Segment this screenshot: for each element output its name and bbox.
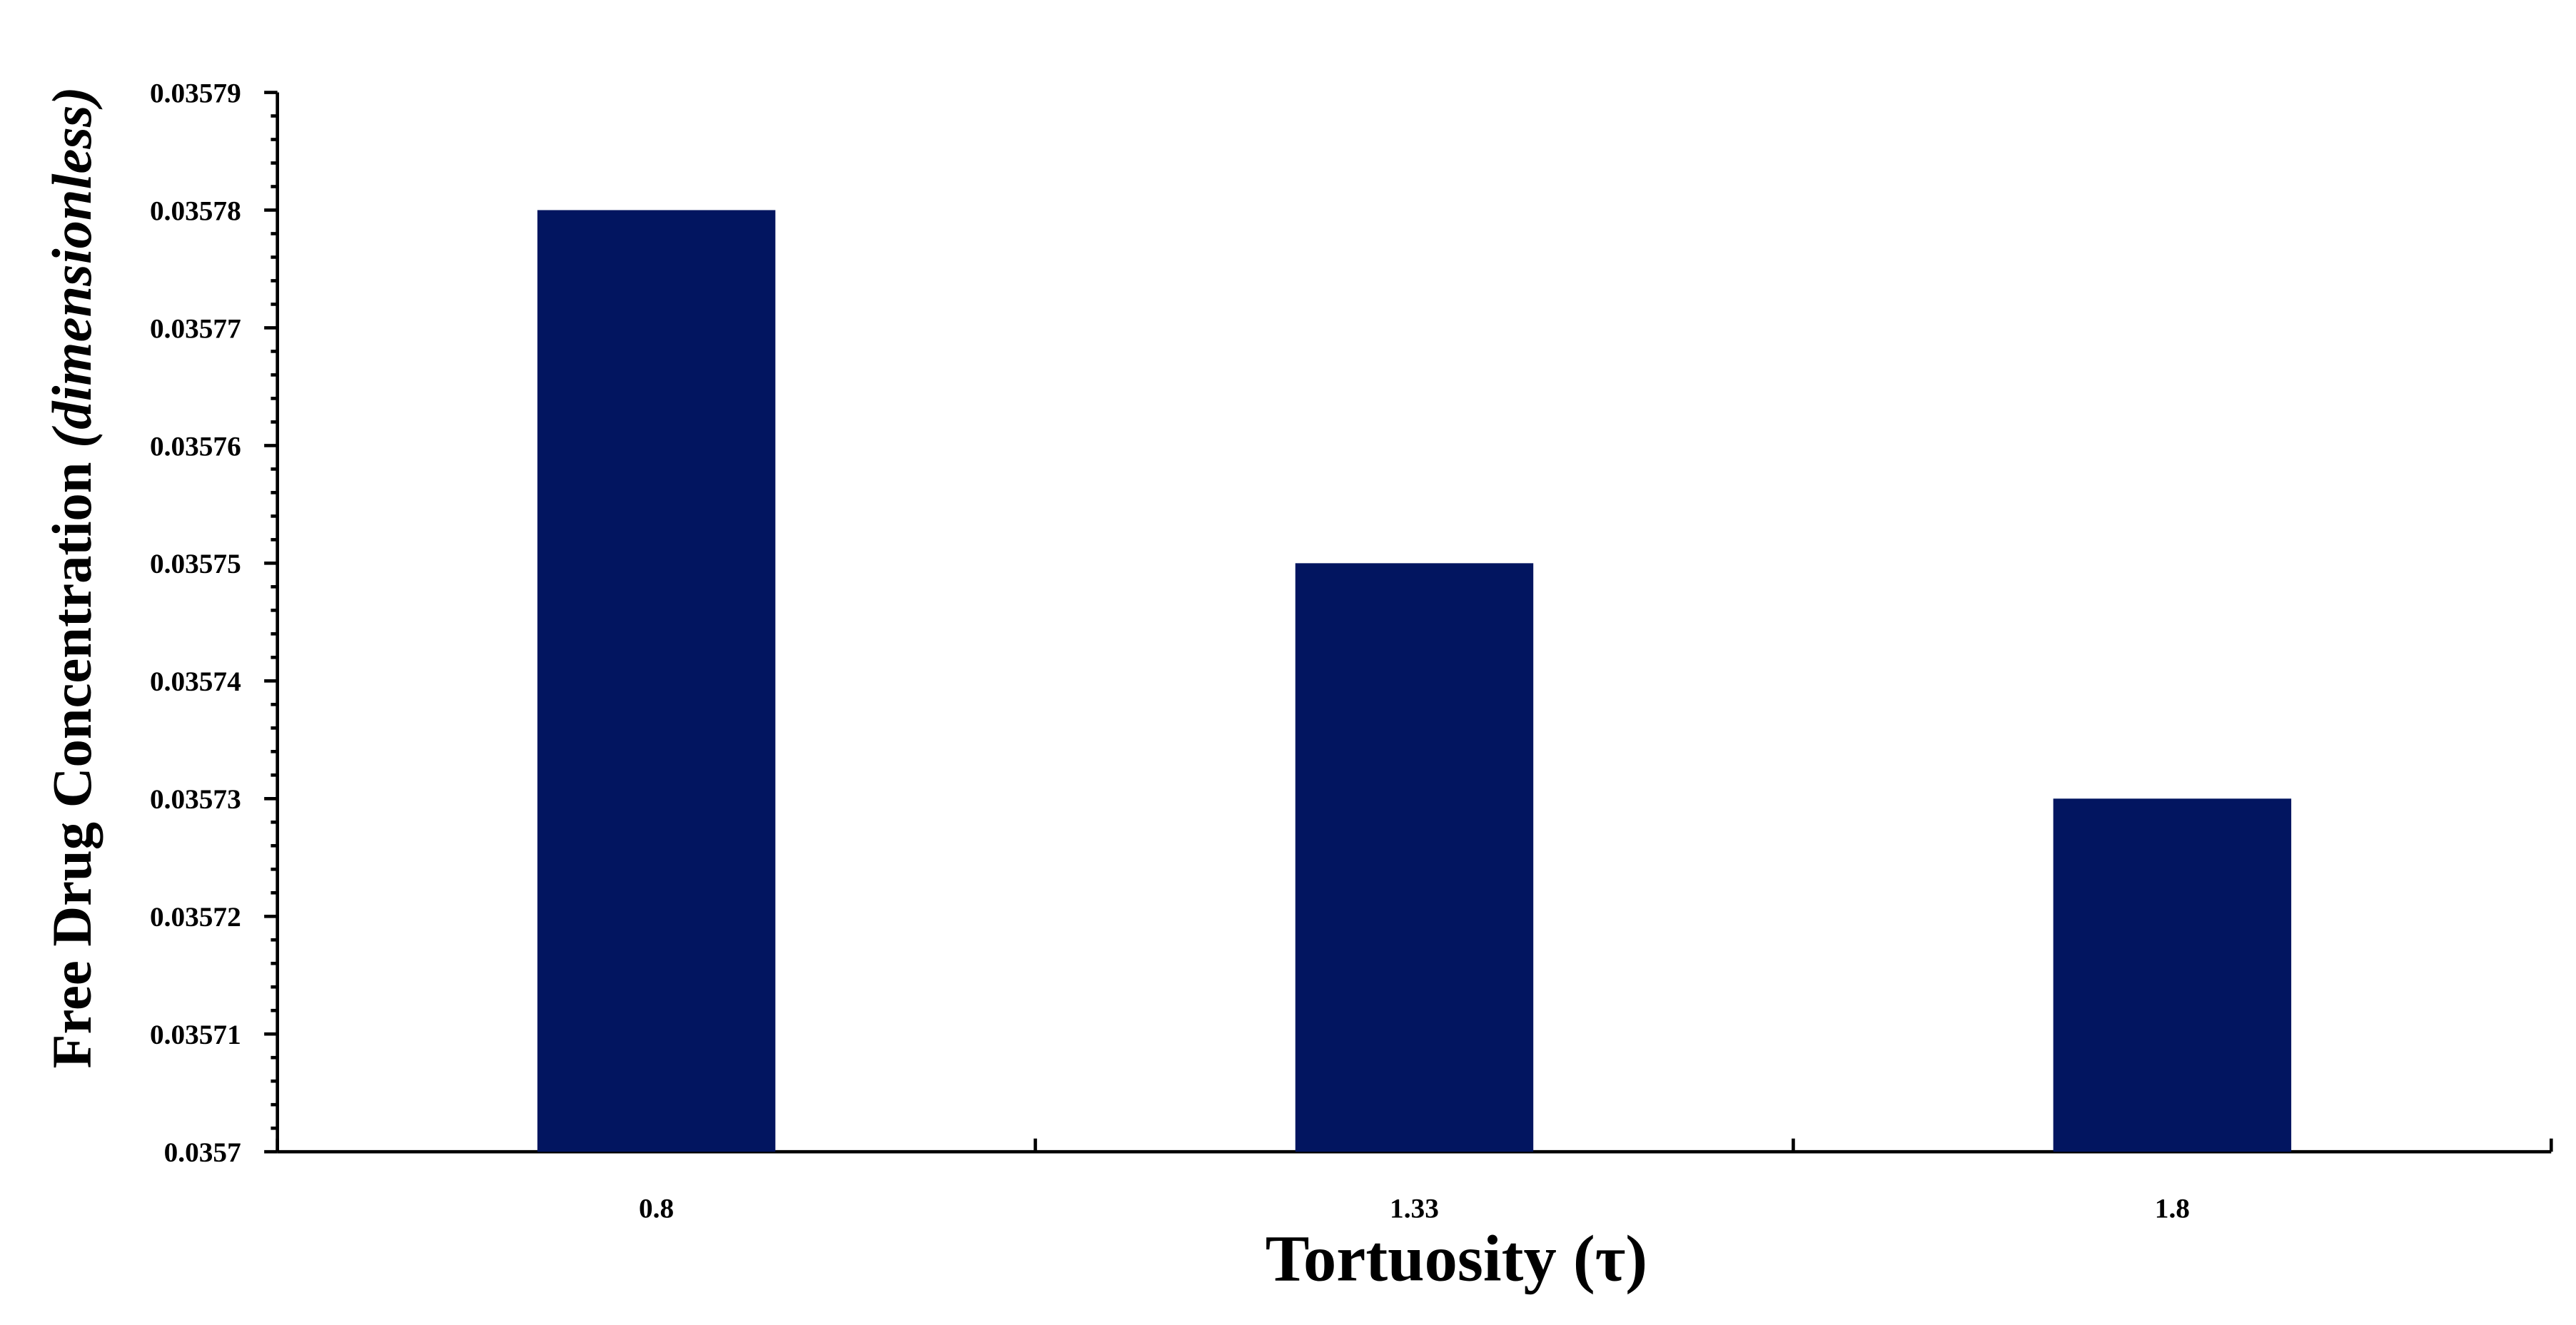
x-tick-label: 1.33 (1390, 1193, 1439, 1224)
x-tick-label: 1.8 (2155, 1193, 2190, 1224)
y-tick-label: 0.03579 (150, 77, 241, 108)
y-tick-label: 0.03573 (150, 783, 241, 815)
x-axis-title: Tortuosity (τ) (1266, 1223, 1647, 1296)
y-tick-label: 0.03574 (150, 666, 241, 697)
x-tick-label: 0.8 (639, 1193, 674, 1224)
bar (1295, 563, 1534, 1152)
y-axis-title-main: Free Drug Concentration (41, 462, 103, 1069)
bar (537, 210, 776, 1152)
y-tick-label: 0.03572 (150, 901, 241, 933)
y-tick-label: 0.03577 (150, 313, 241, 344)
y-axis-title: Free Drug Concentration (dimensionless) (41, 86, 103, 1068)
bar (2053, 798, 2292, 1152)
y-axis-title-unit: (dimensionless) (41, 86, 103, 448)
y-tick-label: 0.03571 (150, 1019, 241, 1050)
y-tick-label: 0.03576 (150, 430, 241, 462)
y-tick-label: 0.03575 (150, 548, 241, 579)
y-tick-label: 0.03578 (150, 195, 241, 226)
y-tick-label: 0.0357 (164, 1137, 241, 1168)
